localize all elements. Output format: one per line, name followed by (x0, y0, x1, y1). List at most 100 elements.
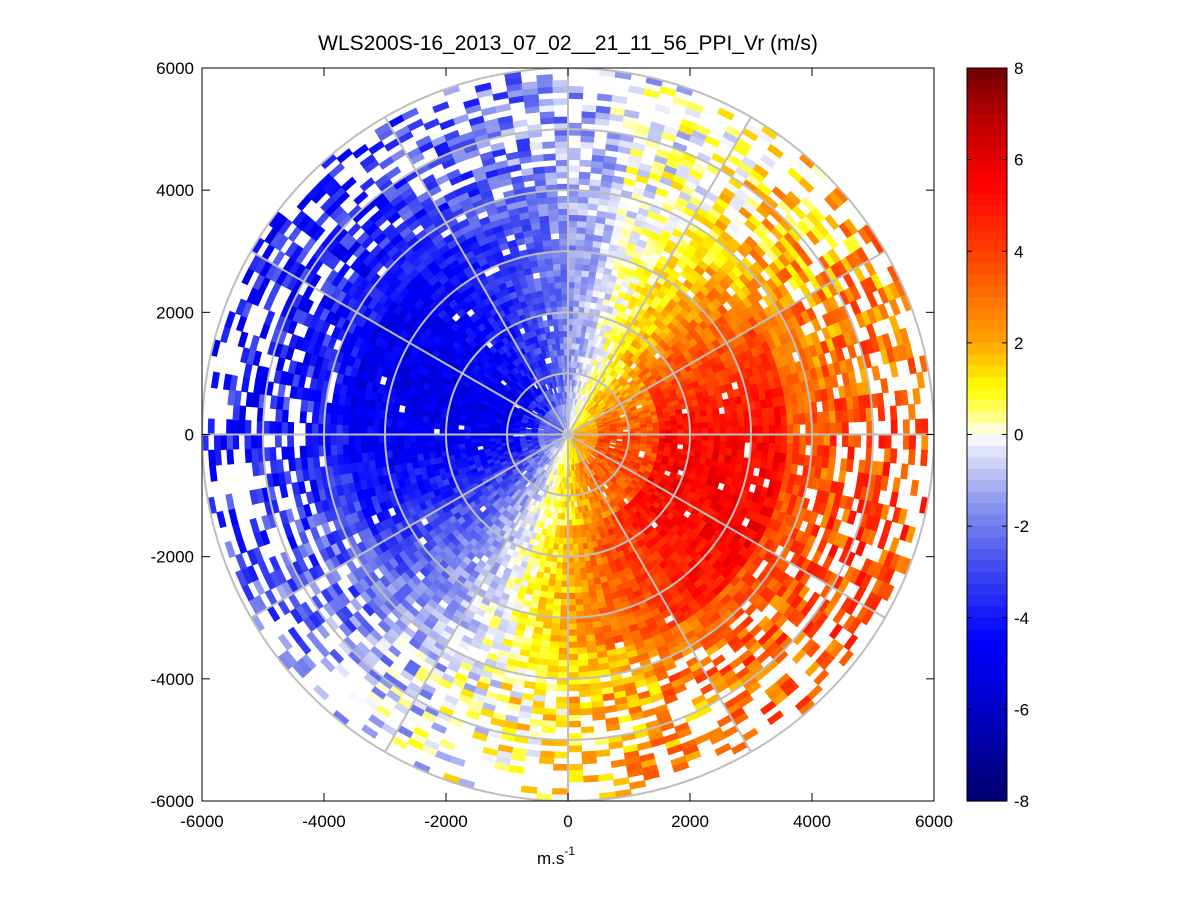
velocity-cell (822, 411, 831, 424)
velocity-cell (580, 141, 594, 149)
velocity-cell (576, 226, 587, 235)
velocity-cell (571, 519, 577, 527)
velocity-cell (577, 659, 589, 667)
velocity-cell (817, 422, 825, 435)
velocity-cell (711, 407, 720, 416)
velocity-cell (725, 441, 733, 450)
velocity-cell (738, 434, 746, 443)
velocity-cell (921, 418, 929, 435)
velocity-cell (575, 604, 584, 612)
velocity-cell (575, 257, 584, 265)
velocity-cell (578, 171, 592, 180)
velocity-cell (580, 579, 589, 587)
velocity-cell (793, 434, 801, 445)
velocity-cell (549, 641, 560, 649)
velocity-cell (554, 574, 563, 582)
velocity-cell (567, 257, 577, 264)
velocity-cell (835, 422, 843, 435)
velocity-cell (786, 414, 794, 426)
velocity-cell (792, 413, 800, 425)
velocity-cell (780, 424, 788, 435)
velocity-cell (567, 641, 578, 649)
velocity-cell (737, 441, 746, 451)
velocity-cell (756, 425, 764, 435)
velocity-cell (902, 419, 910, 435)
velocity-cell (552, 604, 561, 612)
velocity-cell (577, 196, 590, 204)
velocity-cell (841, 434, 849, 448)
velocity-cell (567, 85, 584, 94)
velocity-cell (737, 418, 746, 428)
velocity-cell (567, 769, 584, 777)
velocity-cell (732, 434, 740, 443)
velocity-cell (762, 434, 770, 444)
velocity-cell (546, 665, 559, 673)
velocity-cell (555, 561, 563, 570)
velocity-cell (574, 598, 584, 606)
velocity-cell (713, 440, 721, 449)
velocity-cell (578, 689, 592, 698)
velocity-cell (579, 294, 587, 302)
velocity-cell (567, 580, 576, 588)
velocity-cell (577, 653, 589, 661)
velocity-cell (579, 288, 588, 296)
velocity-cell (701, 421, 709, 429)
velocity-cell (876, 392, 885, 408)
velocity-cell (576, 628, 586, 637)
chart-title: WLS200S-16_2013_07_02__21_11_56_PPI_Vr (… (318, 32, 818, 55)
velocity-cell (580, 726, 595, 734)
velocity-cell (557, 666, 569, 674)
velocity-cell (578, 561, 586, 569)
velocity-cell (658, 425, 666, 431)
velocity-cell (558, 629, 569, 637)
velocity-cell (567, 598, 576, 606)
velocity-cell (768, 425, 776, 435)
velocity-cell (523, 680, 536, 690)
velocity-cell (658, 421, 666, 427)
velocity-cell (573, 561, 581, 570)
velocity-cell (579, 701, 593, 710)
velocity-cell (538, 756, 555, 765)
velocity-cell (567, 635, 578, 643)
velocity-cell (912, 387, 921, 405)
velocity-cell (542, 714, 557, 722)
velocity-cell (646, 426, 654, 432)
velocity-cell (877, 406, 886, 422)
velocity-cell (900, 389, 909, 406)
velocity-cell (567, 781, 584, 790)
velocity-cell (841, 409, 849, 423)
velocity-cell (726, 426, 734, 435)
velocity-cell (736, 411, 745, 420)
velocity-cell (558, 647, 569, 655)
velocity-cell (572, 537, 578, 545)
velocity-cell (786, 443, 794, 455)
velocity-cell (718, 413, 727, 422)
velocity-cell (555, 714, 569, 722)
velocity-cell (670, 424, 679, 431)
velocity-cell (718, 447, 727, 456)
velocity-cell (567, 281, 576, 289)
velocity-cell (581, 591, 590, 600)
velocity-cell (652, 426, 660, 432)
velocity-cell (567, 592, 576, 600)
velocity-cell (845, 458, 854, 473)
velocity-cell (567, 659, 579, 667)
velocity-cell (554, 580, 562, 588)
velocity-cell (526, 662, 539, 672)
velocity-cell (573, 293, 581, 301)
velocity-cell (542, 720, 556, 728)
velocity-cell (577, 208, 589, 216)
velocity-cell (567, 763, 583, 771)
velocity-cell (550, 622, 561, 631)
velocity-cell (920, 449, 928, 467)
velocity-cell (676, 419, 684, 426)
velocity-cell (736, 449, 745, 458)
velocity-cell (559, 605, 569, 612)
velocity-cell (557, 543, 564, 551)
velocity-cell (573, 574, 582, 582)
velocity-cell (884, 434, 892, 449)
velocity-cell (859, 408, 867, 423)
velocity-cell (567, 714, 581, 722)
velocity-cell (560, 586, 569, 594)
